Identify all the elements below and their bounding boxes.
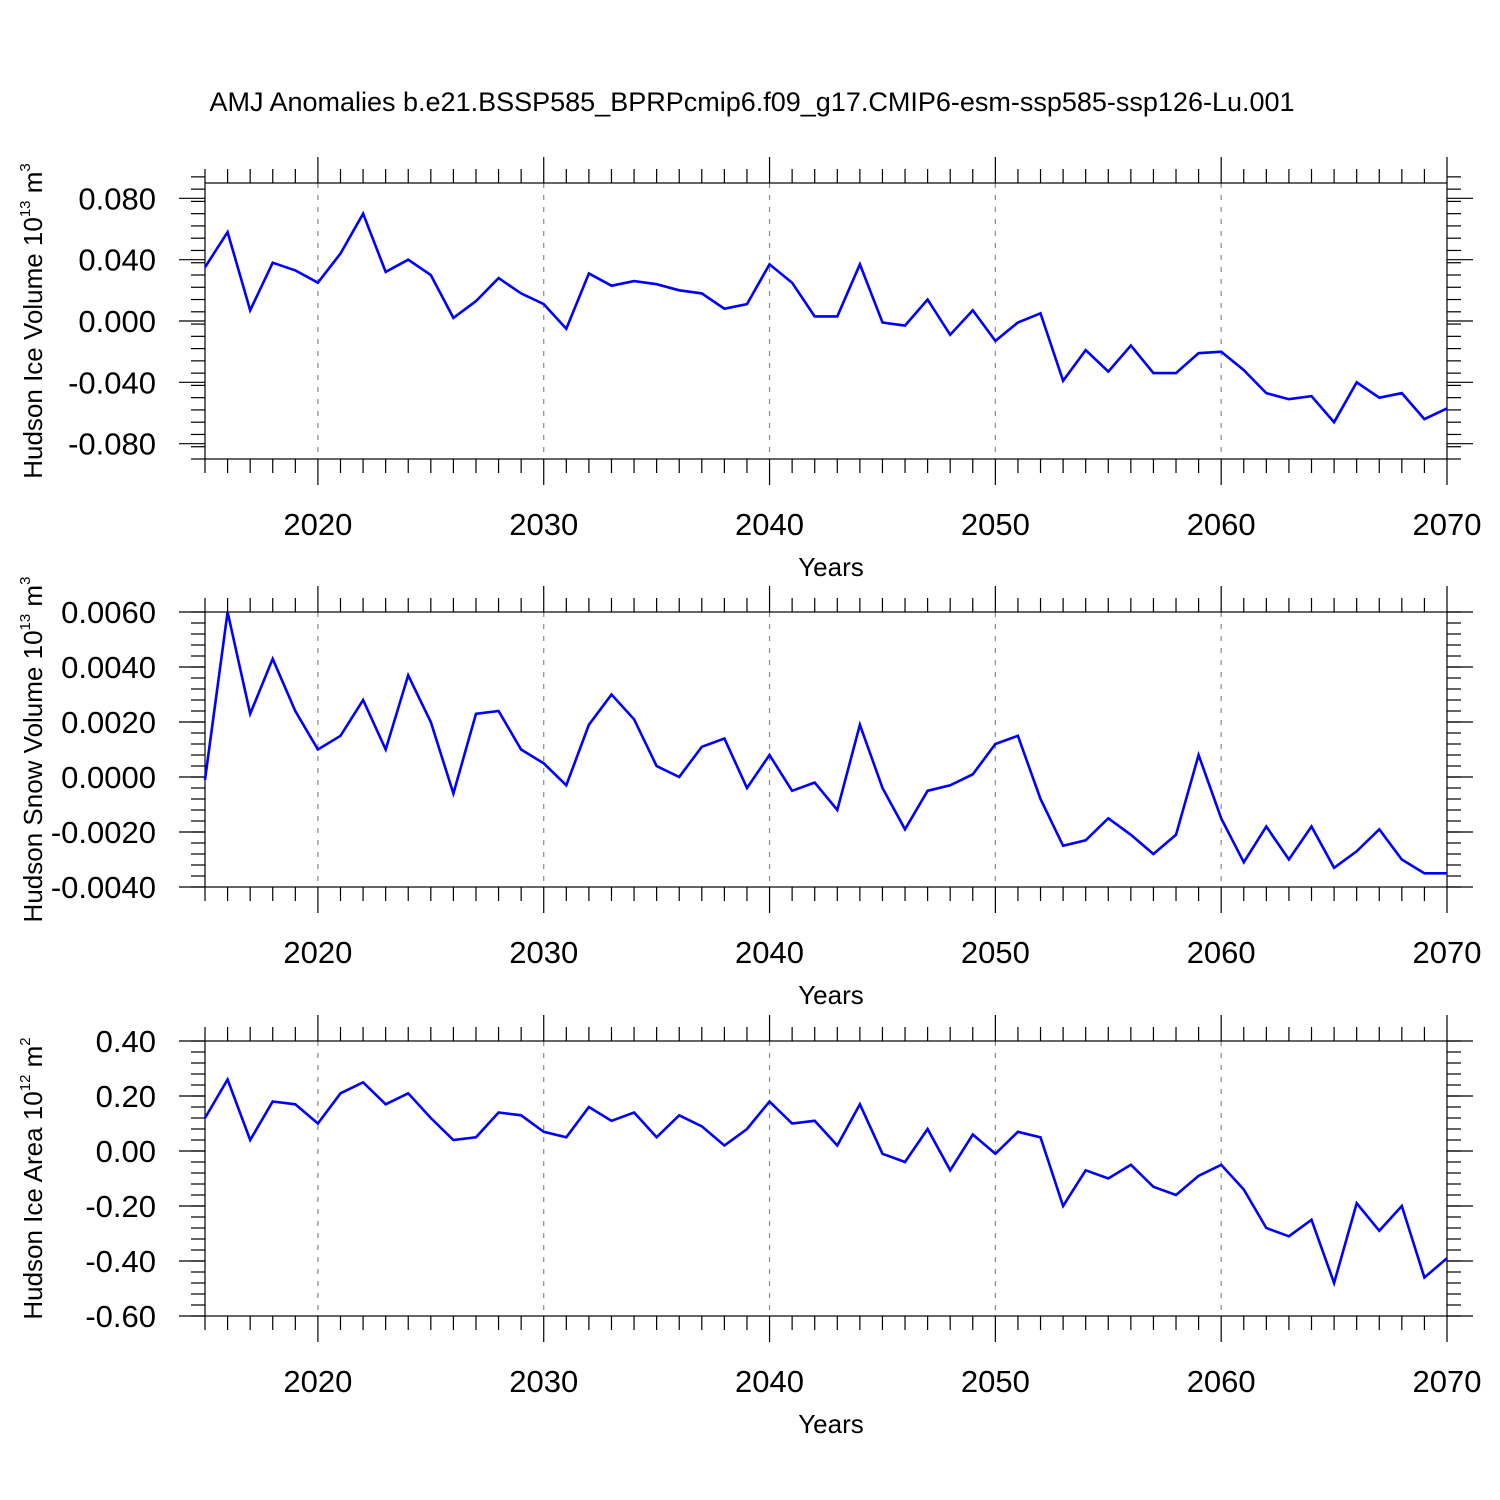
y-tick-label: 0.0000 [61,760,156,795]
x-axis-label: Years [798,552,864,582]
y-tick-label: 0.20 [96,1079,156,1114]
series-line [203,1076,1448,1288]
x-tick-label: 2070 [1413,507,1482,542]
y-axis-label-unit-exponent: 2 [17,1037,34,1045]
y-axis-label-unit-exponent: 3 [17,577,34,585]
y-axis-label-exponent: 13 [17,614,34,631]
x-tick-label: 2050 [961,507,1030,542]
y-tick-label: 0.0060 [61,595,156,630]
y-axis-label-exponent: 12 [17,1075,34,1092]
y-tick-label: 0.080 [78,181,156,216]
y-tick-label: -0.080 [68,427,156,462]
chart-panel-3: 0.40 0.20 0.00 -0.20 -0.40 -0.60 2020 2030 2040 2… [17,1015,1481,1439]
x-tick-label: 2020 [283,1364,352,1399]
y-axis-label-exponent: 13 [17,200,34,217]
y-tick-label: 0.0040 [61,650,156,685]
y-axis-label: Hudson Ice Volume 1013 m3 [17,163,48,479]
x-tick-label: 2060 [1187,1364,1256,1399]
y-axis-label-unit: m [18,585,48,614]
x-tick-label: 2070 [1413,935,1482,970]
y-tick-label: -0.0020 [51,815,156,850]
x-tick-label: 2050 [961,1364,1030,1399]
y-tick-label: 0.040 [78,243,156,278]
series-line [203,611,1447,875]
y-tick-label: -0.60 [85,1299,156,1334]
y-tick-label: -0.20 [85,1189,156,1224]
y-axis-label-text: Hudson Ice Volume 10 [18,217,48,479]
y-axis-label-unit-exponent: 3 [17,163,34,171]
x-tick-label: 2040 [735,507,804,542]
plot-frame [204,182,1448,460]
y-tick-label: -0.40 [85,1244,156,1279]
plot-frame [204,1040,1448,1317]
chart-panel-1: 0.080 0.040 0.000 -0.040 -0.080 2020 2030 2040 2… [17,157,1481,582]
y-axis-label-text: Hudson Ice Area 10 [18,1091,48,1319]
x-tick-label: 2030 [509,1364,578,1399]
x-tick-label: 2020 [283,935,352,970]
y-tick-label: 0.00 [96,1134,156,1169]
x-tick-label: 2030 [509,935,578,970]
y-tick-label: -0.0040 [51,870,156,905]
y-tick-label: -0.040 [68,365,156,400]
x-axis-label: Years [798,1409,864,1439]
y-tick-label: 0.0020 [61,705,156,740]
y-tick-label: 0.40 [96,1024,156,1059]
x-tick-label: 2070 [1413,1364,1482,1399]
chart-panel-2: 0.0060 0.0040 0.0020 0.0000 -0.0020 -0.0040 20… [17,577,1481,1010]
y-axis-label-text: Hudson Snow Volume 10 [18,630,48,922]
series-line [203,210,1448,425]
y-axis-label: Hudson Snow Volume 1013 m3 [17,577,48,923]
y-axis-label-unit: m [18,172,48,201]
x-tick-label: 2020 [283,507,352,542]
x-tick-label: 2030 [509,507,578,542]
y-axis-label: Hudson Ice Area 1012 m2 [17,1037,48,1319]
y-tick-label: 0.000 [78,304,156,339]
figure-title: AMJ Anomalies b.e21.BSSP585_BPRPcmip6.f0… [209,87,1294,117]
x-tick-label: 2050 [961,935,1030,970]
x-tick-label: 2040 [735,935,804,970]
y-axis-label-unit: m [18,1046,48,1075]
x-axis-label: Years [798,980,864,1010]
x-tick-label: 2060 [1187,507,1256,542]
panels: 0.080 0.040 0.000 -0.040 -0.080 2020 2030 2040 2… [17,157,1481,1439]
plot-frame [204,611,1448,888]
x-tick-label: 2060 [1187,935,1256,970]
x-tick-label: 2040 [735,1364,804,1399]
